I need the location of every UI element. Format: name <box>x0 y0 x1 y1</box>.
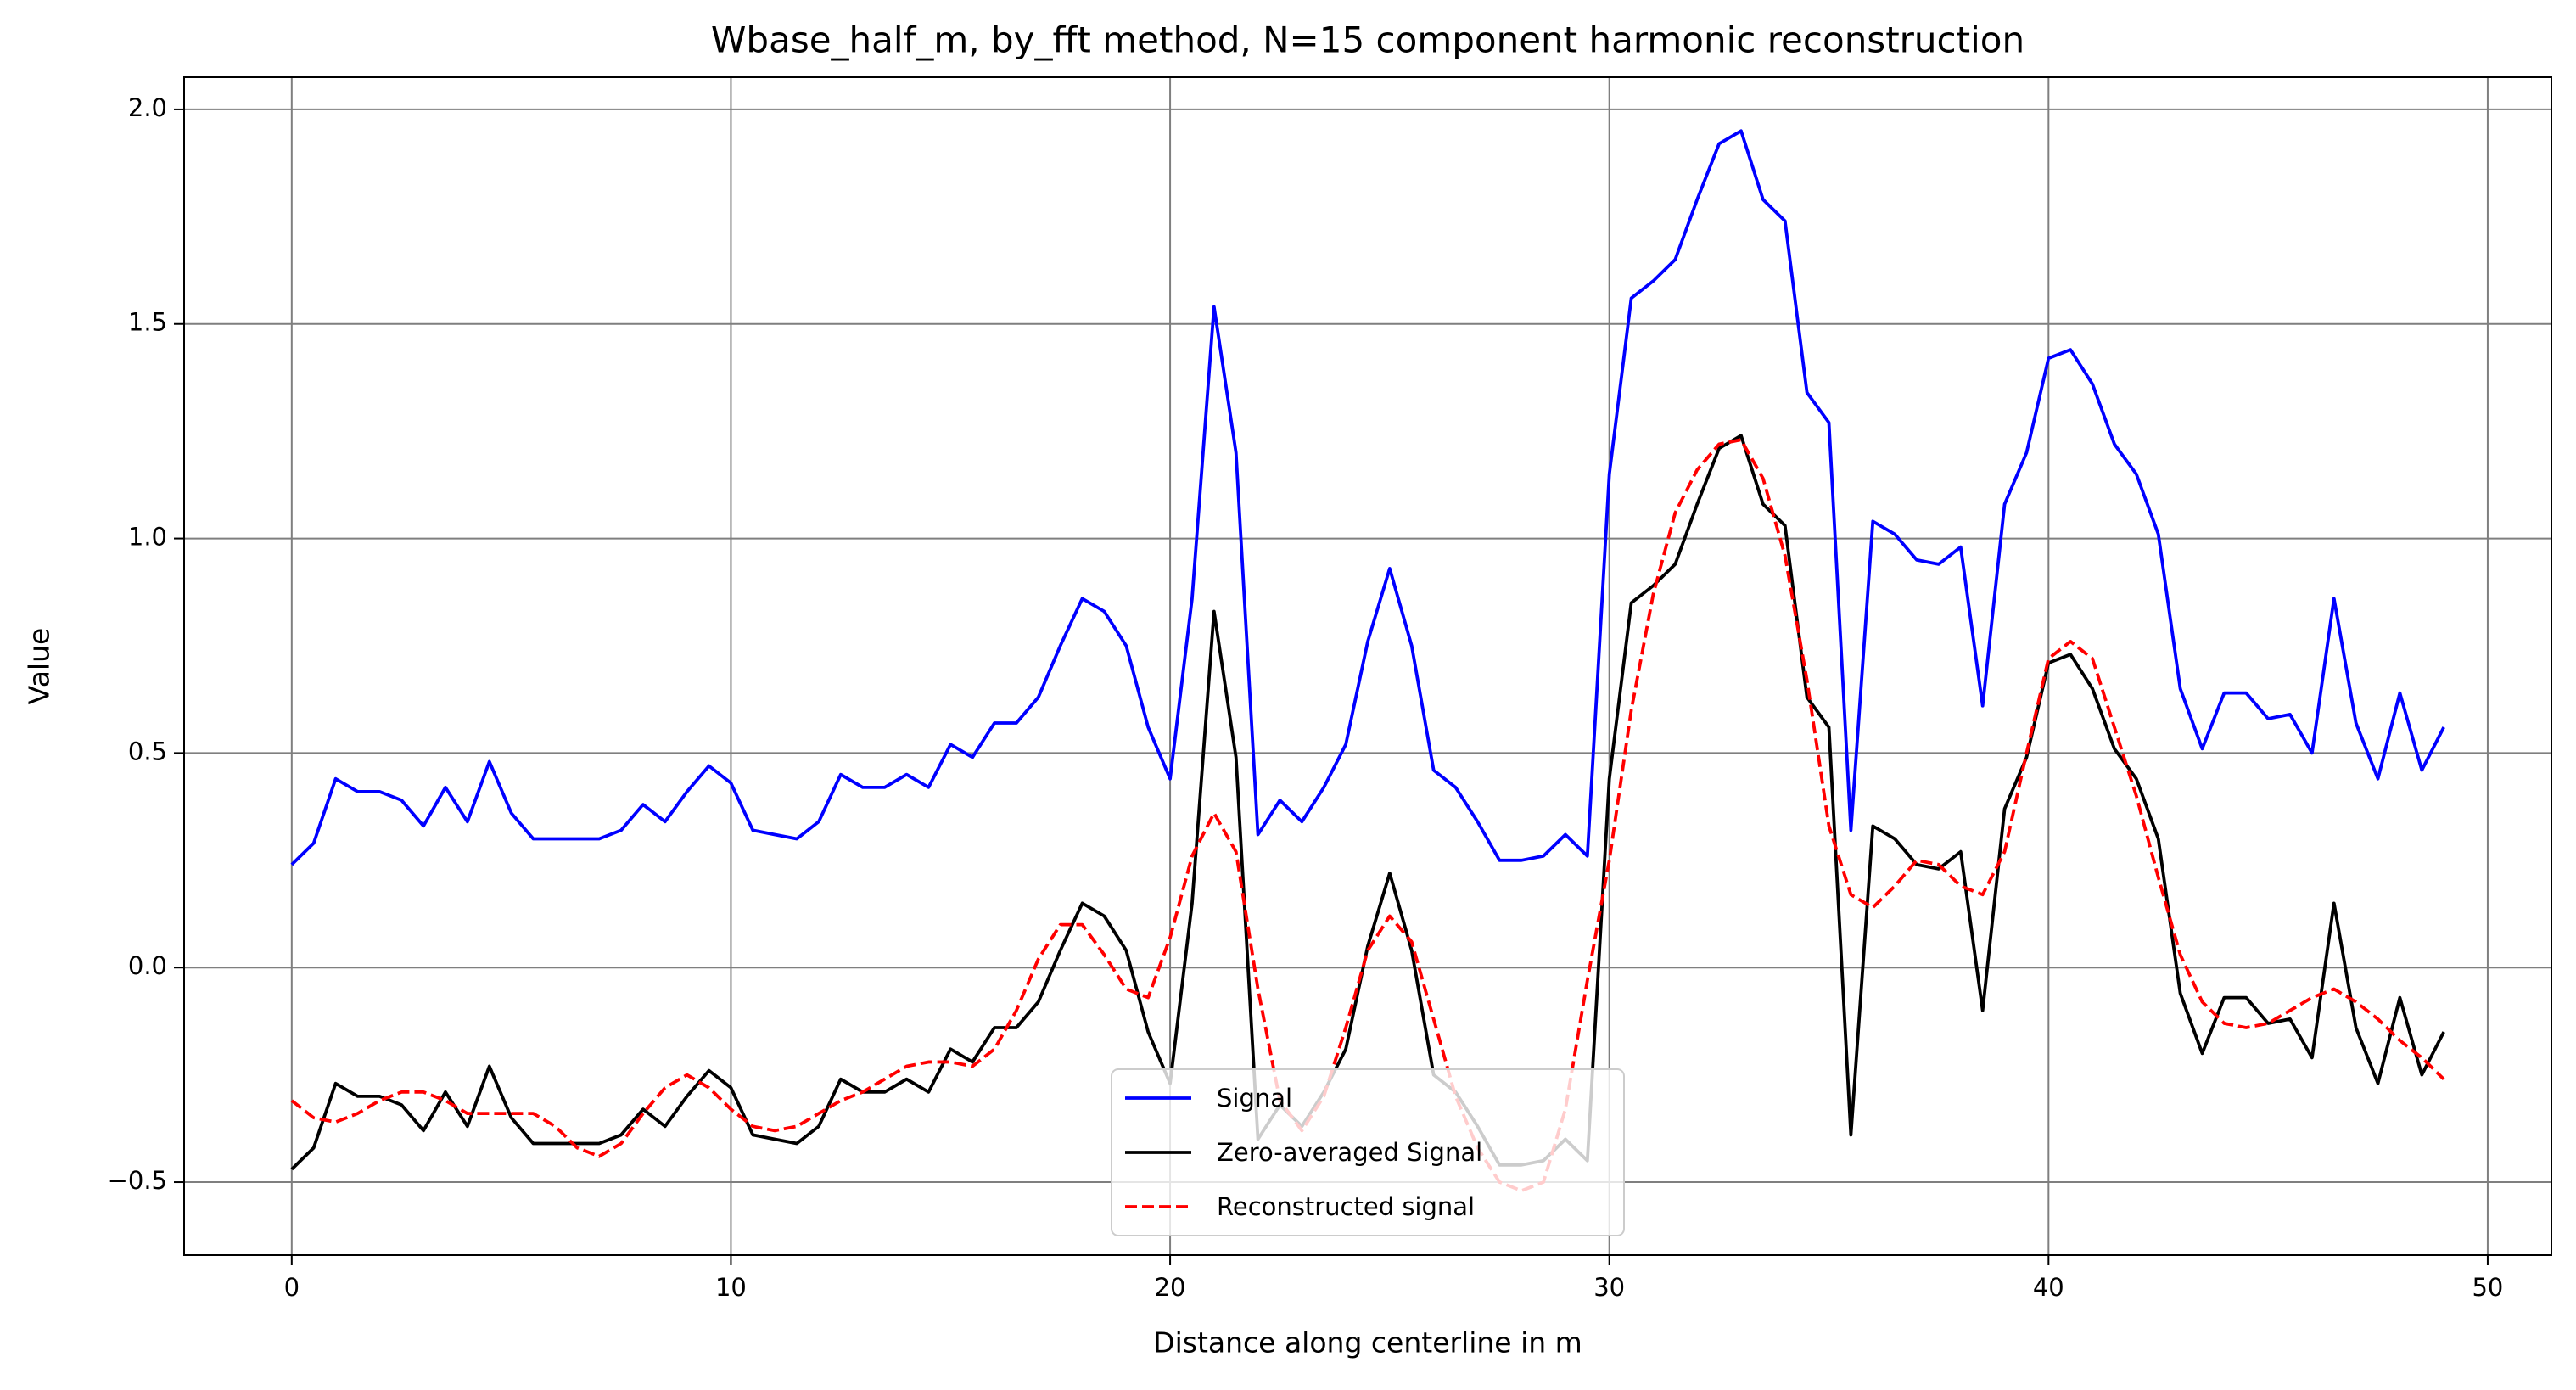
legend-box <box>1111 1068 1625 1236</box>
chart-title: Wbase_half_m, by_fft method, N=15 compon… <box>711 20 2024 61</box>
y-tick-label: −0.5 <box>108 1166 167 1195</box>
y-tick-label: 2.0 <box>128 93 167 122</box>
y-tick-label: 0.5 <box>128 737 167 765</box>
series-line <box>290 434 2445 1171</box>
legend-label: Reconstructed signal <box>1217 1192 1475 1221</box>
y-tick-label: 1.0 <box>128 523 167 552</box>
x-axis-label: Distance along centerline in m <box>1153 1326 1582 1359</box>
x-tick-label: 0 <box>284 1273 300 1302</box>
x-tick-label: 20 <box>1155 1273 1186 1302</box>
x-tick-label: 50 <box>2472 1273 2503 1302</box>
y-axis-label: Value <box>23 628 56 705</box>
legend-label: Zero-averaged Signal <box>1217 1138 1482 1167</box>
x-tick-label: 40 <box>2033 1273 2064 1302</box>
legend-label: Signal <box>1217 1084 1292 1113</box>
x-tick-label: 10 <box>715 1273 747 1302</box>
plot-frame <box>183 76 2552 1256</box>
y-tick-label: 0.0 <box>128 951 167 980</box>
series-line <box>290 129 2445 866</box>
x-tick-label: 30 <box>1593 1273 1625 1302</box>
y-tick-label: 1.5 <box>128 308 167 337</box>
series-line <box>290 438 2445 1193</box>
